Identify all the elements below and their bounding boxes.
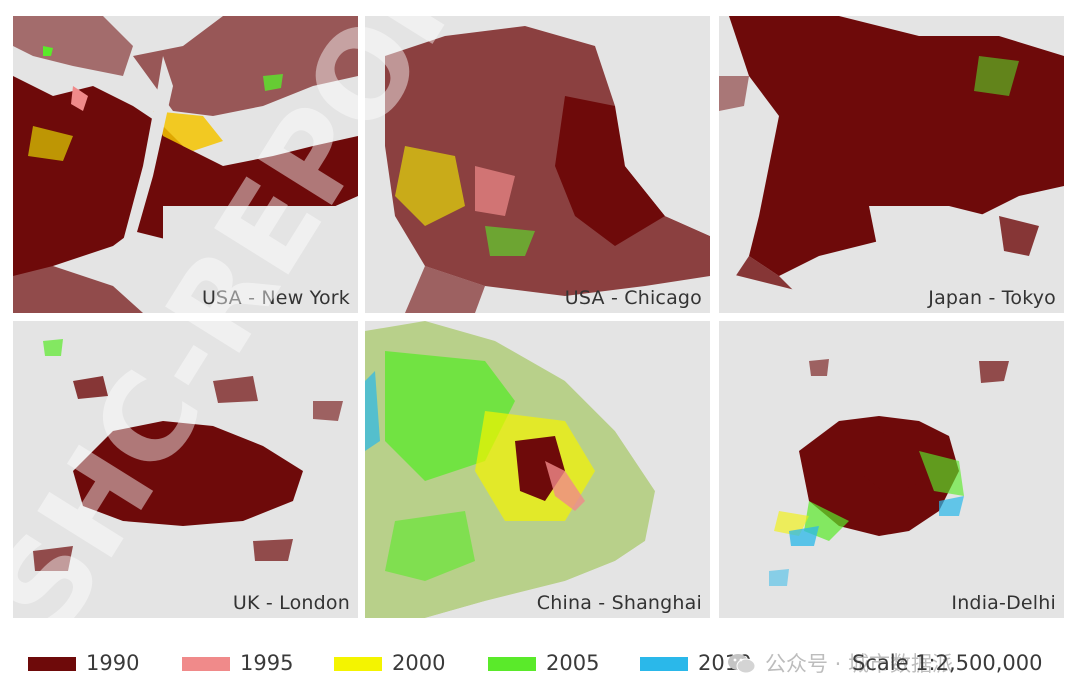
- panel-label: USA - New York: [201, 287, 350, 309]
- map-panel-delhi: India-Delhi: [719, 321, 1064, 618]
- legend: 1990 1995 2000 2005 2010 公众号 · 城市数据派 Sca…: [0, 640, 1080, 692]
- map-panel-shanghai: China - Shanghai: [365, 321, 710, 618]
- legend-swatch: [334, 657, 382, 671]
- urban-extent-shanghai: [365, 321, 710, 618]
- map-grid: USA - New York USA - Chicago Japan - Tok: [13, 16, 1064, 618]
- panel-label: USA - Chicago: [564, 287, 702, 309]
- wechat-watermark: 公众号 · 城市数据派: [727, 648, 967, 678]
- map-panel-london: UK - London: [13, 321, 358, 618]
- panel-label: Japan - Tokyo: [928, 287, 1056, 309]
- legend-swatch: [28, 657, 76, 671]
- legend-label: 2000: [392, 651, 446, 675]
- legend-swatch: [640, 657, 688, 671]
- urban-extent-new-york: [13, 16, 358, 313]
- legend-label: 1995: [240, 651, 294, 675]
- urban-extent-tokyo: [719, 16, 1064, 313]
- urban-extent-chicago: [365, 16, 710, 313]
- map-panel-new-york: USA - New York: [13, 16, 358, 313]
- urban-extent-delhi: [719, 321, 1064, 618]
- scale-label: Scale 1:2,500,000: [852, 651, 1043, 675]
- panel-label: India-Delhi: [951, 592, 1056, 614]
- legend-swatch: [182, 657, 230, 671]
- map-panel-chicago: USA - Chicago: [365, 16, 710, 313]
- legend-label: 2005: [546, 651, 600, 675]
- map-panel-tokyo: Japan - Tokyo: [719, 16, 1064, 313]
- panel-label: China - Shanghai: [536, 592, 702, 614]
- urban-extent-london: [13, 321, 358, 618]
- watermark-text: 公众号 · 城市数据派: [765, 652, 954, 676]
- panel-label: UK - London: [232, 592, 350, 614]
- wechat-icon: [728, 654, 756, 674]
- legend-label: 1990: [86, 651, 140, 675]
- legend-swatch: [488, 657, 536, 671]
